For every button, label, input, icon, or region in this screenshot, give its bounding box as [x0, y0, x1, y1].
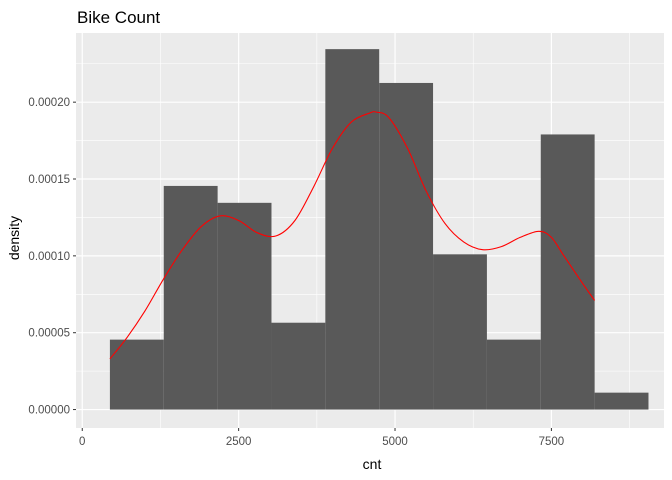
histogram-bar	[379, 82, 434, 410]
histogram-bar	[325, 49, 380, 410]
y-axis: 0.00000 0.00005 0.00010 0.00015 0.00020	[28, 97, 76, 417]
histogram-bar	[486, 339, 541, 410]
chart-title: Bike Count	[77, 8, 160, 27]
x-tick-label: 2500	[226, 436, 252, 448]
histogram-bars	[109, 49, 649, 410]
histogram-bar	[163, 185, 218, 410]
y-tick-label: 0.00005	[28, 328, 70, 340]
x-tick-label: 5000	[382, 436, 408, 448]
y-tick-label: 0.00000	[28, 405, 70, 417]
x-tick-label: 7500	[539, 436, 565, 448]
x-axis-title: cnt	[363, 456, 382, 472]
x-axis: 0 2500 5000 7500	[79, 428, 564, 448]
histogram-bar	[433, 254, 487, 410]
y-tick-label: 0.00010	[28, 251, 70, 263]
y-axis-title: density	[6, 216, 22, 260]
x-tick-label: 0	[79, 436, 85, 448]
y-tick-label: 0.00015	[28, 174, 70, 186]
histogram-bar	[271, 322, 326, 410]
y-tick-label: 0.00020	[28, 97, 70, 109]
density-curve	[109, 111, 596, 360]
histogram-bar	[217, 202, 272, 410]
histogram-bar	[540, 134, 595, 410]
histogram-bar	[109, 339, 164, 410]
histogram-bar	[594, 392, 649, 410]
